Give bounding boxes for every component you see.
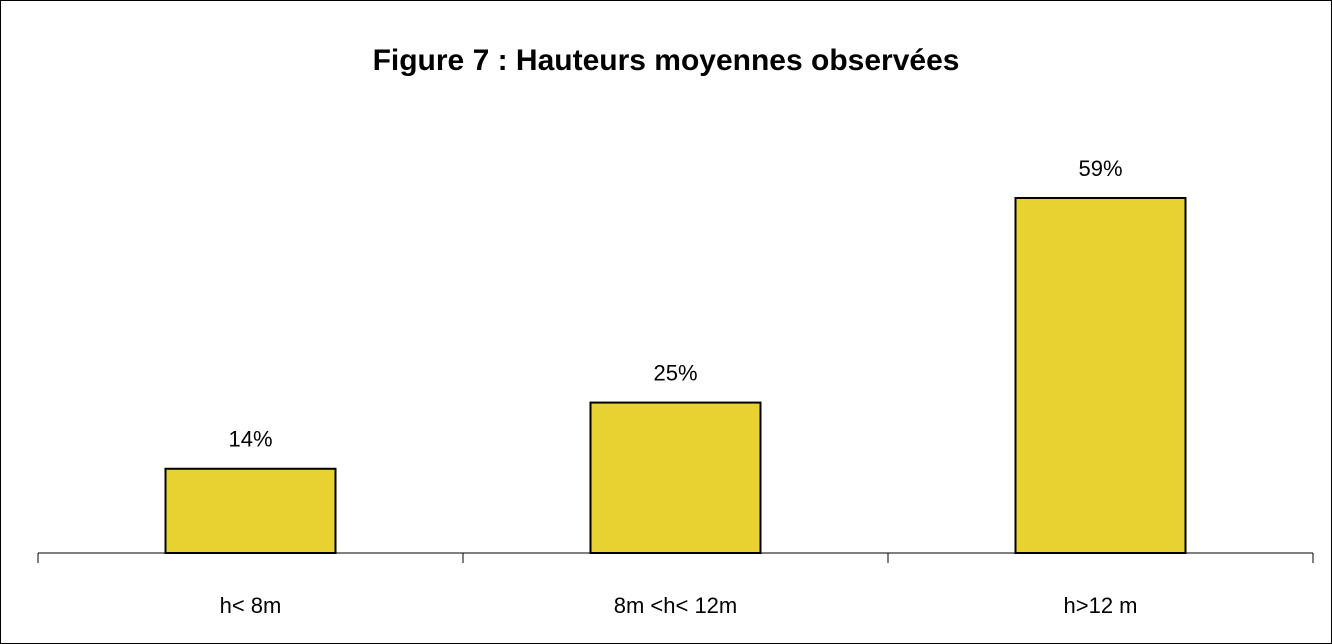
bar [1014,197,1187,554]
x-tick-label: 8m <h< 12m [614,593,738,618]
value-label: 14% [228,427,272,452]
x-tick-label: h>12 m [1064,593,1138,618]
chart-title: Figure 7 : Hauteurs moyennes observées [373,44,960,77]
x-tick-label: h< 8m [220,593,282,618]
bar [589,401,762,554]
value-label: 25% [653,360,697,385]
value-label: 59% [1078,156,1122,181]
bar [164,467,337,555]
